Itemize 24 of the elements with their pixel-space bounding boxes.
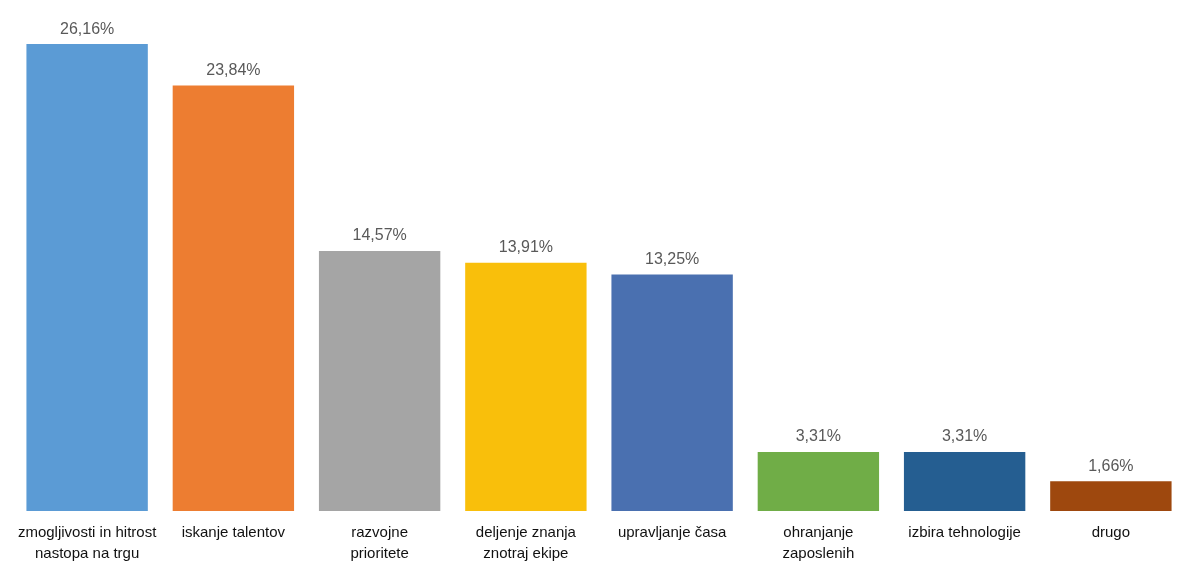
data-label: 13,91%	[498, 238, 554, 256]
x-tick-label: izbira tehnologije	[908, 523, 1021, 540]
data-label: 26,16%	[59, 19, 115, 37]
bar	[318, 250, 441, 511]
x-tick-label: zmogljivosti in hitrost nastopa na trgu	[17, 523, 158, 561]
bar	[1050, 481, 1172, 511]
x-tick-label: upravljanje časa	[617, 523, 727, 540]
x-tick-label: drugo	[1091, 523, 1131, 540]
x-tick-label: razvojne prioritete	[350, 523, 409, 561]
data-label: 3,31%	[795, 427, 842, 445]
data-label: 23,84%	[206, 60, 261, 78]
x-tick-label: ohranjanje zaposlenih	[782, 523, 855, 561]
x-tick-label: deljenje znanja znotraj ekipe	[475, 523, 577, 561]
data-label: 13,25%	[644, 249, 700, 267]
x-tick-label: iskanje talentov	[181, 523, 286, 540]
bar	[757, 451, 880, 511]
bar	[465, 262, 587, 511]
bar	[903, 451, 1026, 511]
data-label: 3,31%	[941, 427, 988, 445]
bar	[611, 274, 733, 511]
data-label: 14,57%	[352, 226, 407, 244]
bar	[172, 85, 295, 511]
data-label: 1,66%	[1088, 456, 1134, 474]
bar	[26, 44, 148, 511]
